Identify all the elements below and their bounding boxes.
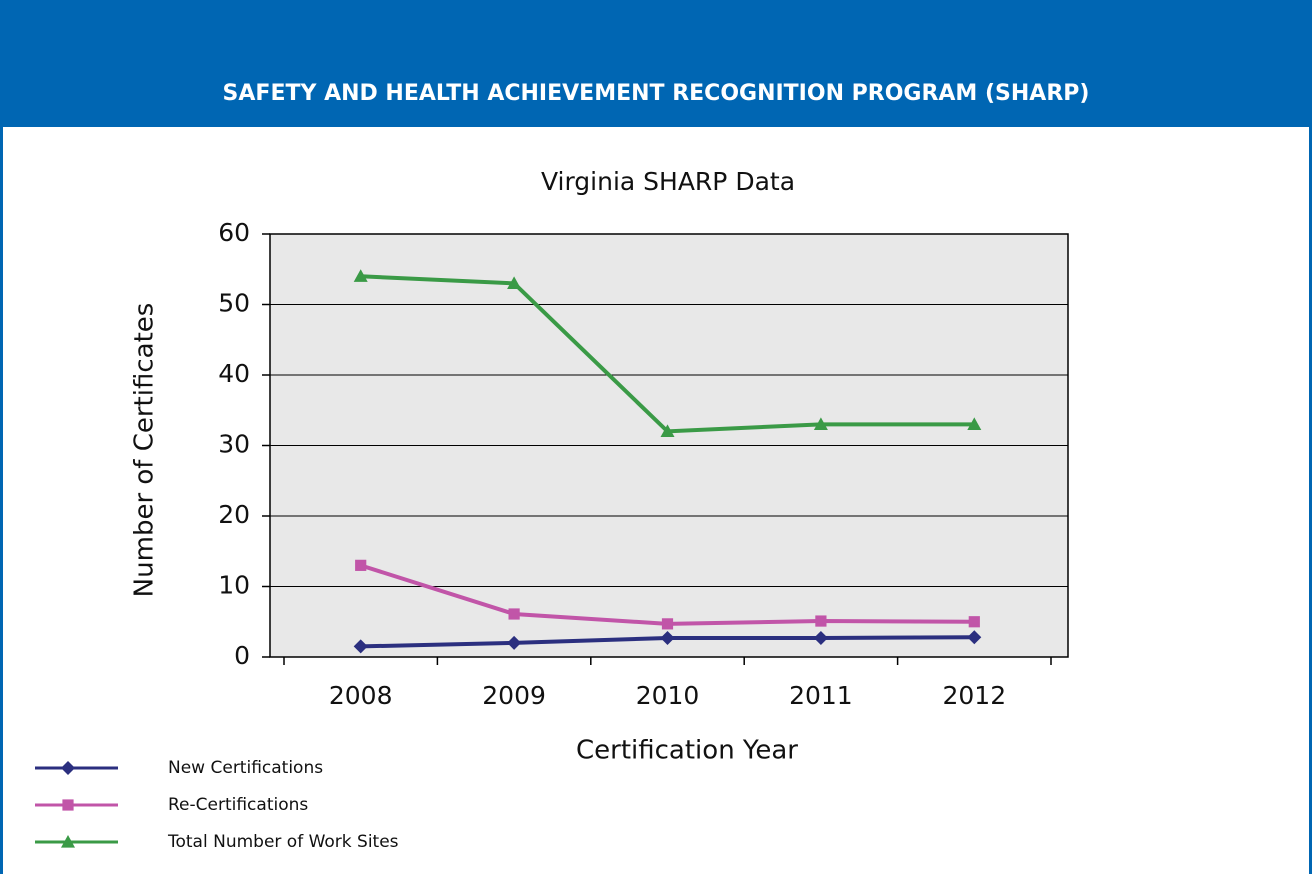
marker: [508, 608, 520, 620]
y-tick-label: 10: [218, 571, 250, 600]
marker: [813, 417, 828, 430]
marker: [813, 630, 828, 645]
header-band: [0, 0, 1312, 127]
y-tick-label: 30: [218, 430, 250, 459]
x-tick-label: 2012: [942, 681, 1006, 710]
marker: [355, 559, 367, 571]
page-title: SAFETY AND HEALTH ACHIEVEMENT RECOGNITIO…: [223, 81, 1090, 106]
legend-label: New Certifications: [168, 758, 323, 778]
y-axis-label: Number of Certificates: [130, 303, 160, 598]
marker: [507, 635, 522, 650]
marker: [507, 276, 522, 289]
y-tick-label: 60: [218, 218, 250, 247]
x-tick-label: 2010: [636, 681, 700, 710]
marker: [661, 618, 674, 630]
x-tick-label: 2009: [482, 681, 546, 710]
y-tick-label: 0: [234, 641, 250, 670]
legend-label: Total Number of Work Sites: [167, 832, 399, 852]
left-border: [0, 0, 3, 874]
marker: [968, 616, 980, 628]
y-tick-label: 40: [218, 359, 250, 388]
x-tick-label: 2011: [789, 681, 853, 710]
legend-label: Re-Certifications: [168, 795, 308, 815]
x-tick-label: 2008: [329, 681, 393, 710]
x-axis-label: Certification Year: [576, 736, 798, 766]
marker: [61, 761, 75, 775]
marker: [660, 424, 675, 437]
chart-title: Virginia SHARP Data: [541, 167, 795, 196]
y-tick-label: 20: [218, 500, 250, 529]
marker: [353, 269, 368, 282]
y-tick-label: 50: [218, 289, 250, 318]
marker: [967, 630, 982, 645]
marker: [353, 639, 368, 654]
right-border: [1309, 0, 1312, 874]
marker: [967, 417, 982, 430]
marker: [61, 835, 75, 848]
marker: [660, 630, 675, 645]
marker: [62, 799, 74, 811]
marker: [815, 615, 827, 627]
